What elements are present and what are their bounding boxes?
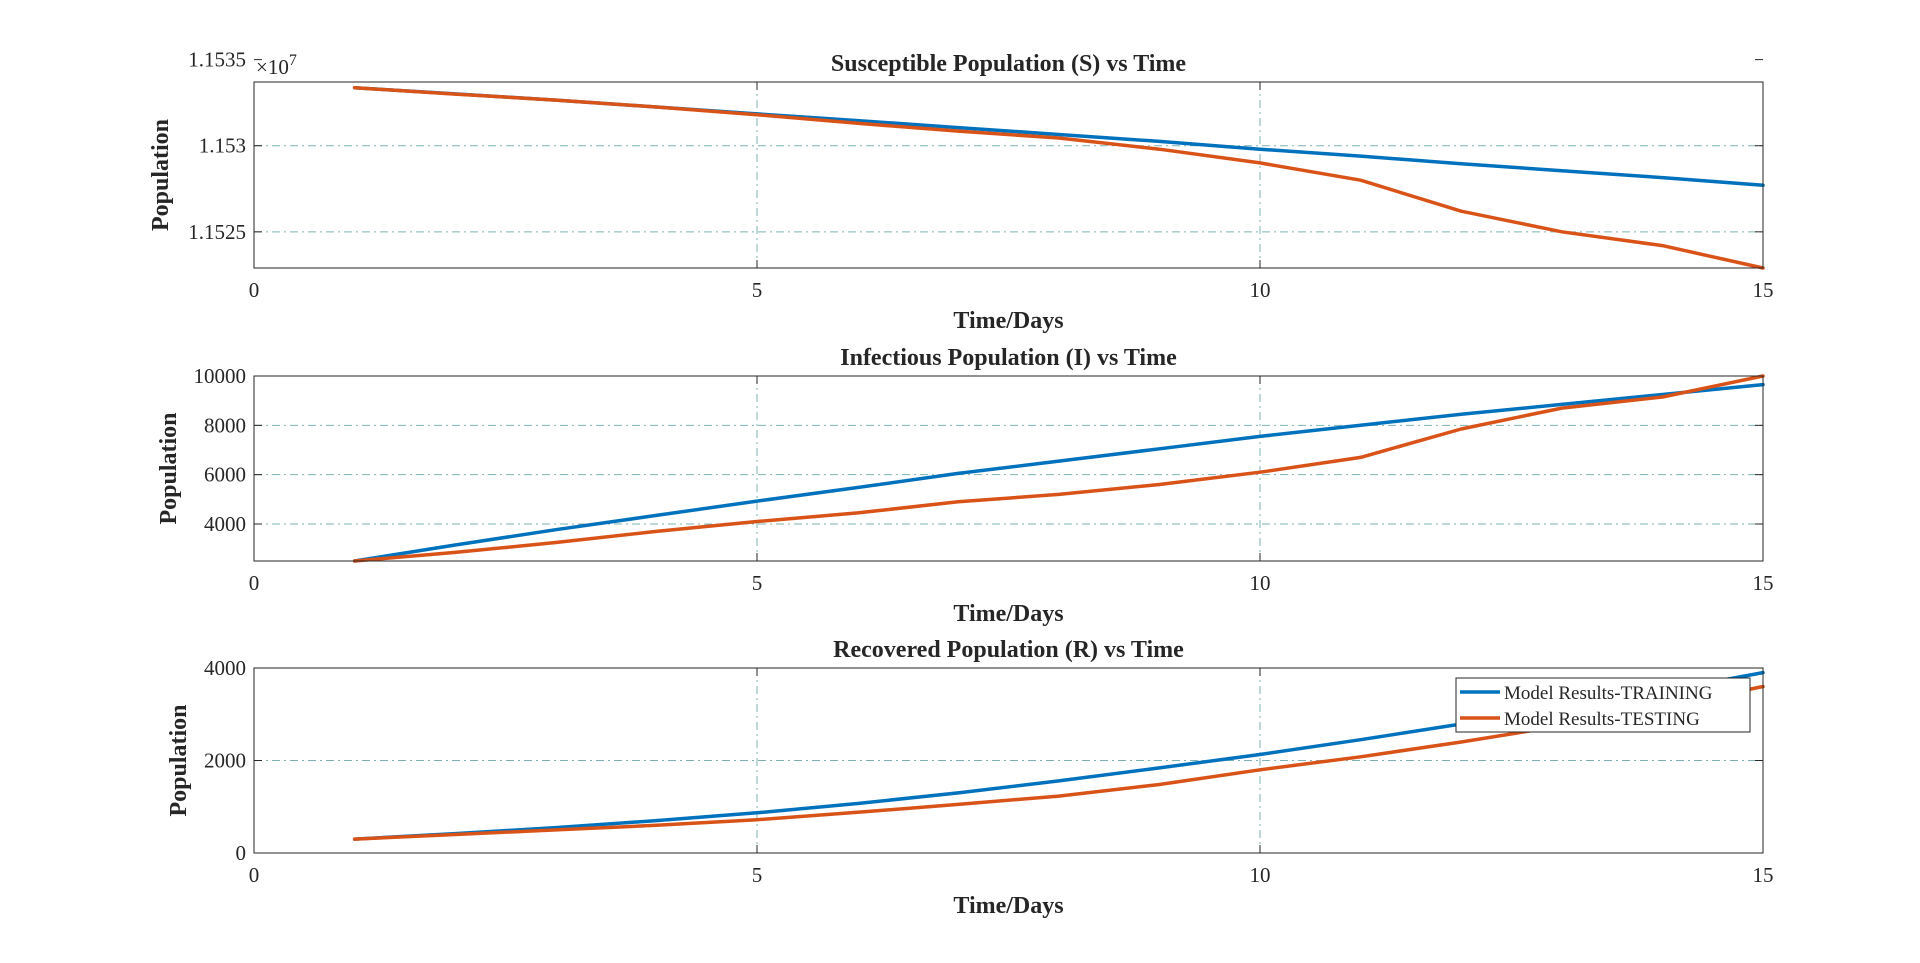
chart-title: Recovered Population (R) vs Time — [833, 637, 1184, 663]
legend-entry: Model Results-TESTING — [1504, 709, 1700, 730]
y-tick-label: 0 — [236, 841, 247, 865]
chart-title: Susceptible Population (S) vs Time — [831, 51, 1187, 77]
series-line-2 — [352, 85, 1765, 270]
y-tick-label: 1.153 — [199, 134, 246, 158]
y-tick-label: 4000 — [204, 512, 246, 536]
x-axis-label: Time/Days — [953, 308, 1063, 334]
y-axis-label: Population — [148, 119, 174, 231]
x-tick-label: 10 — [1250, 571, 1271, 595]
legend: Model Results-TRAINING Model Results-TEST… — [1455, 677, 1751, 733]
plot-area — [254, 82, 1763, 268]
axes-box — [253, 375, 1764, 562]
x-tick-label: 5 — [752, 571, 763, 595]
chart-panel-3: 0 5 10 15 0 2000 4000 Recovered Population (R) … — [166, 637, 1774, 919]
legend-entry: Model Results-TRAINING — [1504, 683, 1713, 704]
y-tick-label: 1.1525 — [188, 220, 246, 244]
x-tick-label: 15 — [1753, 571, 1774, 595]
y-axis-label: Population — [166, 704, 192, 816]
x-tick-label: 15 — [1753, 863, 1774, 887]
chart-panel-1: 0 5 10 15 1.1525 1.153 1.1535 ×107 Susceptible P… — [148, 48, 1774, 334]
x-axis-label: Time/Days — [953, 893, 1063, 919]
x-tick-label: 0 — [249, 571, 260, 595]
series-line-1 — [352, 382, 1765, 563]
y-tick-label: 8000 — [204, 413, 246, 437]
y-axis-label: Population — [156, 412, 182, 524]
y-tick-label: 6000 — [204, 463, 246, 487]
y-tick-label: 10000 — [194, 364, 247, 388]
series-line-2 — [352, 374, 1765, 563]
y-tick-label: 4000 — [204, 656, 246, 680]
axes-box — [253, 81, 1764, 269]
y-tick-label: 1.1535 — [188, 48, 246, 72]
x-tick-label: 5 — [752, 863, 763, 887]
x-tick-label: 10 — [1250, 863, 1271, 887]
x-tick-label: 0 — [249, 863, 260, 887]
chart-panel-2: 0 5 10 15 4000 6000 8000 10000 Infectious Popula… — [156, 345, 1774, 627]
x-tick-label: 0 — [249, 278, 260, 302]
y-exponent-label: ×107 — [256, 52, 297, 79]
legend-box — [1455, 677, 1751, 733]
y-tick-label: 2000 — [204, 749, 246, 773]
chart-title: Infectious Population (I) vs Time — [840, 345, 1177, 371]
x-tick-label: 5 — [752, 278, 763, 302]
x-axis-label: Time/Days — [953, 601, 1063, 627]
x-tick-label: 15 — [1753, 278, 1774, 302]
x-tick-label: 10 — [1250, 278, 1271, 302]
